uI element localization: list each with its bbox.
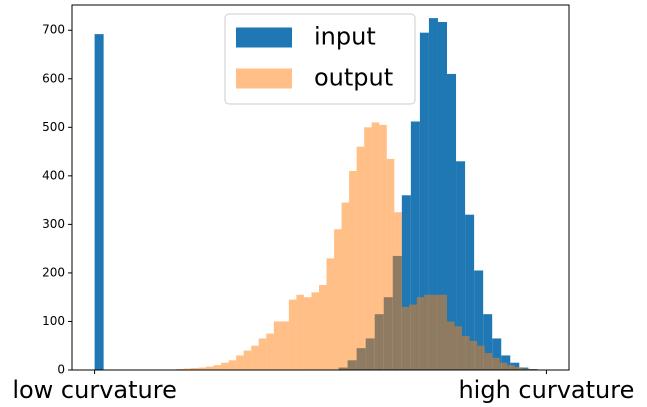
legend-label: output	[314, 64, 393, 92]
histogram-bar	[190, 368, 199, 370]
histogram-bar	[401, 195, 411, 370]
histogram-bar	[326, 258, 335, 370]
histogram-bar	[386, 158, 395, 370]
histogram-bar	[364, 127, 372, 370]
histogram-bar	[409, 304, 417, 370]
histogram-bar	[221, 362, 229, 370]
y-tick-label: 400	[42, 168, 65, 182]
histogram-bar	[462, 336, 470, 370]
histogram-bar	[273, 321, 282, 370]
histogram-bar	[206, 366, 214, 370]
histogram-bar	[465, 214, 475, 370]
histogram-bar	[424, 294, 432, 370]
histogram-bar	[477, 345, 485, 370]
histogram-bar	[94, 34, 104, 370]
histogram-bar	[431, 294, 440, 370]
histogram-bar	[288, 299, 297, 370]
histogram-bar	[266, 333, 274, 370]
x-tick-label: high curvature	[458, 376, 634, 404]
histogram-bar	[258, 338, 267, 370]
histogram-bar	[428, 18, 438, 371]
histogram-bar	[356, 146, 365, 370]
y-tick-label: 600	[42, 71, 65, 85]
histogram-bar	[416, 297, 425, 370]
histogram-bar	[311, 292, 320, 370]
histogram-bar	[334, 229, 342, 370]
y-tick-label: 200	[42, 265, 65, 279]
histogram-bar	[281, 321, 289, 370]
y-tick-label: 500	[42, 120, 65, 134]
histogram-bar	[394, 212, 402, 370]
histogram-bar	[447, 321, 455, 370]
histogram-bar	[251, 345, 259, 370]
histogram-bar	[447, 73, 457, 370]
histogram-bar	[228, 360, 237, 370]
histogram-bar	[469, 340, 478, 370]
x-tick-label: low curvature	[12, 376, 177, 404]
legend: input output	[224, 13, 416, 105]
histogram-bar	[439, 294, 448, 370]
histogram-bar	[410, 121, 420, 370]
histogram-bar	[522, 368, 530, 370]
y-tick-label: 0	[57, 363, 65, 377]
histogram-bar	[484, 353, 493, 370]
histogram-bar	[341, 202, 350, 370]
y-tick-label: 700	[42, 23, 65, 37]
legend-swatch	[236, 27, 292, 48]
histogram-bar	[507, 365, 515, 370]
histogram-bar	[437, 21, 448, 370]
histogram-bar	[371, 122, 380, 370]
histogram-bar	[319, 285, 327, 370]
histogram-bar	[474, 270, 484, 370]
histogram-bar	[379, 124, 387, 371]
histogram-bar	[183, 368, 191, 370]
plot-frame	[71, 4, 570, 371]
histogram-bar	[213, 365, 222, 370]
histogram-bar	[303, 297, 312, 370]
histogram-bar	[198, 367, 207, 370]
histogram-bar	[401, 306, 410, 370]
legend-label: input	[314, 23, 376, 51]
histogram-bar	[492, 338, 502, 370]
histogram-bar	[454, 326, 463, 370]
histogram-bar	[492, 357, 500, 370]
histogram-bar	[419, 32, 429, 370]
histogram-bar	[243, 350, 252, 370]
histogram-bar	[456, 161, 466, 370]
y-tick-label: 300	[42, 217, 65, 231]
histogram-bar	[514, 367, 523, 370]
histogram-bar	[483, 314, 493, 370]
histogram-bar	[296, 294, 304, 370]
histogram-bar	[349, 170, 357, 370]
legend-swatch	[236, 68, 292, 89]
histogram-bar	[236, 355, 244, 370]
y-tick-label: 100	[42, 314, 65, 328]
histogram-bar	[499, 362, 508, 370]
